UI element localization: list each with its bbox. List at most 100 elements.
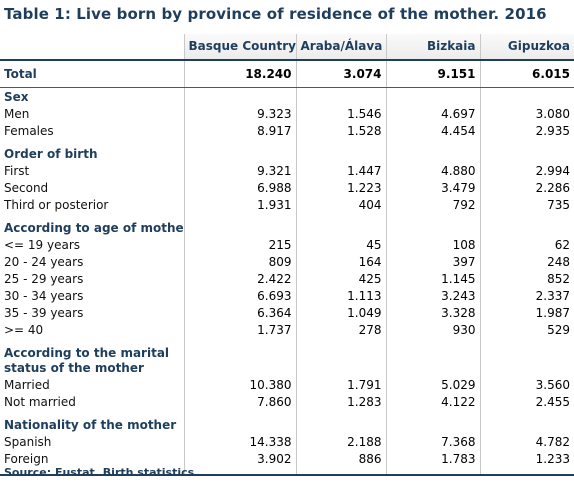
- column-header-araba: Araba/Álava: [295, 34, 386, 61]
- section-title: According to the marital status of the m…: [4, 346, 170, 375]
- cell: 14.338: [183, 434, 296, 451]
- section-header-marital-status: According to the marital status of the m…: [0, 345, 574, 377]
- spacer-row: [0, 214, 574, 220]
- row-label: Females: [4, 124, 54, 138]
- row-label: 25 - 29 years: [4, 272, 84, 286]
- row-label: 35 - 39 years: [4, 306, 84, 320]
- cell: 62: [479, 237, 574, 254]
- cell: 3.560: [479, 377, 574, 394]
- spacer-row: [0, 411, 574, 417]
- table-row: Foreign 3.902 886 1.783 1.233: [0, 451, 574, 468]
- cell: 8.917: [183, 123, 296, 140]
- cell: 1.737: [183, 322, 296, 339]
- cell: 1.931: [183, 197, 296, 214]
- total-row: Total 18.240 3.074 9.151 6.015: [0, 60, 574, 88]
- source-note: Source: Eustat. Birth statistics: [4, 466, 195, 479]
- section-title: Nationality of the mother: [4, 418, 177, 432]
- cell: 164: [295, 254, 386, 271]
- table-row: Females 8.917 1.528 4.454 2.935: [0, 123, 574, 140]
- cell: 4.880: [385, 163, 480, 180]
- empty-cell: [479, 345, 574, 377]
- cell: 2.994: [479, 163, 574, 180]
- empty-cell: [479, 220, 574, 237]
- row-label: First: [4, 164, 30, 178]
- cell: 404: [295, 197, 386, 214]
- table-row: 35 - 39 years 6.364 1.049 3.328 1.987: [0, 305, 574, 322]
- table-bottom-rule: [0, 468, 574, 476]
- empty-cell: [183, 417, 296, 434]
- row-label: Total: [0, 60, 184, 88]
- cell: 6.693: [183, 288, 296, 305]
- table-row: >= 40 1.737 278 930 529: [0, 322, 574, 339]
- table-row: Men 9.323 1.546 4.697 3.080: [0, 106, 574, 123]
- section-title: Order of birth: [4, 147, 98, 161]
- cell: 248: [479, 254, 574, 271]
- table-row: Spanish 14.338 2.188 7.368 4.782: [0, 434, 574, 451]
- table-row: First 9.321 1.447 4.880 2.994: [0, 163, 574, 180]
- spacer-row: [0, 339, 574, 345]
- data-table: Basque Country Araba/Álava Bizkaia Gipuz…: [0, 34, 574, 476]
- cell: 4.454: [385, 123, 480, 140]
- cell: 108: [385, 237, 480, 254]
- cell: 2.337: [479, 288, 574, 305]
- cell: 886: [295, 451, 386, 468]
- header-blank: [0, 34, 184, 61]
- cell: 2.188: [295, 434, 386, 451]
- cell: 1.791: [295, 377, 386, 394]
- cell: 1.987: [479, 305, 574, 322]
- cell: 2.935: [479, 123, 574, 140]
- cell: 3.328: [385, 305, 480, 322]
- row-label: Foreign: [4, 452, 49, 466]
- cell: 529: [479, 322, 574, 339]
- cell: 6.364: [183, 305, 296, 322]
- empty-cell: [385, 146, 480, 163]
- row-label: 20 - 24 years: [4, 255, 84, 269]
- empty-cell: [295, 146, 386, 163]
- cell: 3.902: [183, 451, 296, 468]
- section-title: Sex: [4, 89, 29, 104]
- empty-cell: [479, 417, 574, 434]
- cell: 9.321: [183, 163, 296, 180]
- table-row: <= 19 years 215 45 108 62: [0, 237, 574, 254]
- cell: 7.860: [183, 394, 296, 411]
- section-header-order-of-birth: Order of birth: [0, 146, 574, 163]
- cell: 45: [295, 237, 386, 254]
- cell: 10.380: [183, 377, 296, 394]
- cell: 1.783: [385, 451, 480, 468]
- cell: 1.113: [295, 288, 386, 305]
- table-row: Not married 7.860 1.283 4.122 2.455: [0, 394, 574, 411]
- cell: 9.323: [183, 106, 296, 123]
- cell: 7.368: [385, 434, 480, 451]
- cell: 5.029: [385, 377, 480, 394]
- row-label: <= 19 years: [4, 238, 81, 252]
- cell: 2.422: [183, 271, 296, 288]
- section-header-sex: Sex: [0, 87, 574, 106]
- row-label: 30 - 34 years: [4, 289, 84, 303]
- cell: 4.697: [385, 106, 480, 123]
- spacer-row: [0, 140, 574, 146]
- cell: 6.988: [183, 180, 296, 197]
- empty-cell: [385, 417, 480, 434]
- cell: 1.447: [295, 163, 386, 180]
- cell: 3.080: [479, 106, 574, 123]
- row-label: Not married: [4, 395, 76, 409]
- cell: 1.283: [295, 394, 386, 411]
- column-header-bizkaia: Bizkaia: [385, 34, 480, 61]
- cell: 397: [385, 254, 480, 271]
- empty-cell: [385, 345, 480, 377]
- row-label: Married: [4, 378, 50, 392]
- empty-cell: [295, 417, 386, 434]
- cell: 1.223: [295, 180, 386, 197]
- empty-cell: [295, 87, 386, 106]
- cell: 4.122: [385, 394, 480, 411]
- table-row: Third or posterior 1.931 404 792 735: [0, 197, 574, 214]
- cell: 1.546: [295, 106, 386, 123]
- cell: 2.286: [479, 180, 574, 197]
- column-header-basque-country: Basque Country: [183, 34, 296, 61]
- row-label: Men: [4, 107, 30, 121]
- cell: 930: [385, 322, 480, 339]
- row-label: Third or posterior: [4, 198, 109, 212]
- table-row: 20 - 24 years 809 164 397 248: [0, 254, 574, 271]
- section-title: According to age of mother: [4, 221, 184, 235]
- cell: 735: [479, 197, 574, 214]
